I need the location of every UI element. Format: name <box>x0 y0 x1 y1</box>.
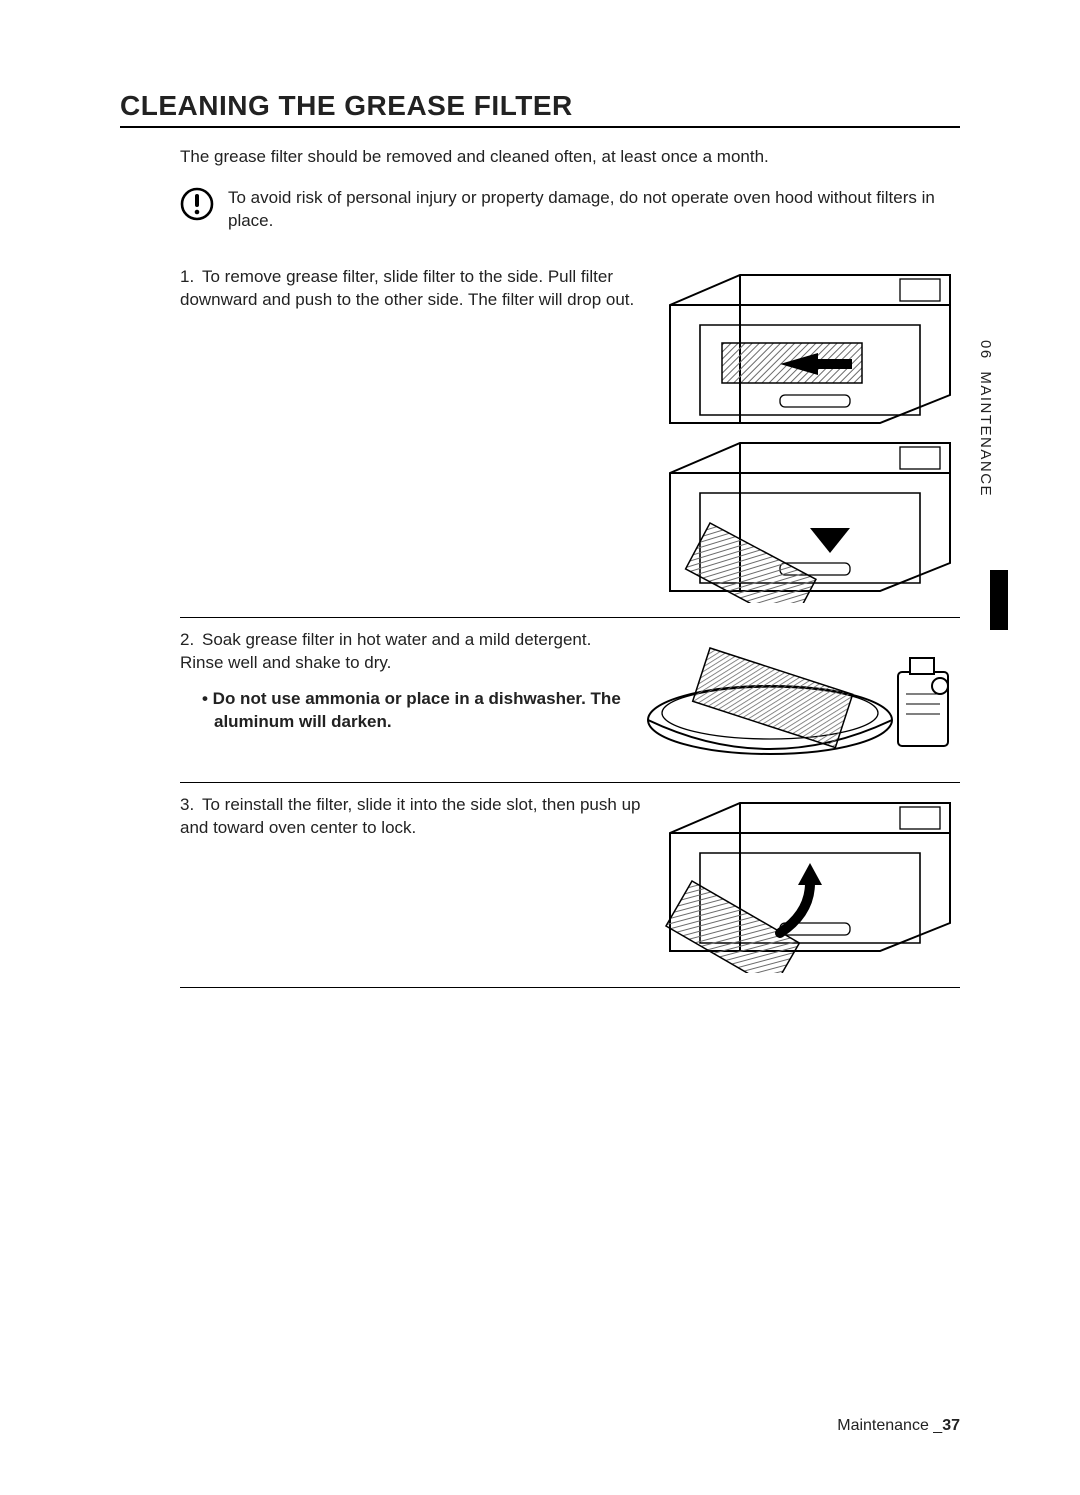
fig-reinstall-icon <box>660 793 960 973</box>
step-3-text: 3.To reinstall the filter, slide it into… <box>180 793 660 840</box>
page-footer: Maintenance _37 <box>837 1417 960 1435</box>
step-2: 2.Soak grease filter in hot water and a … <box>180 618 960 768</box>
step-2-text: 2.Soak grease filter in hot water and a … <box>180 628 640 734</box>
step-3-figure <box>660 793 960 973</box>
footer-section: Maintenance _ <box>837 1417 942 1434</box>
fig-oven-drop-icon <box>660 433 960 603</box>
separator-3 <box>180 987 960 988</box>
manual-page: CLEANING THE GREASE FILTER The grease fi… <box>0 0 1080 1495</box>
caution-icon <box>180 187 214 221</box>
chapter-label: MAINTENANCE <box>977 371 994 497</box>
thumb-index-tab <box>990 570 1008 630</box>
step-2-body: Soak grease filter in hot water and a mi… <box>180 630 591 672</box>
step-2-bullet: • Do not use ammonia or place in a dishw… <box>192 687 622 734</box>
step-1: 1.To remove grease filter, slide filter … <box>180 255 960 603</box>
step-1-body: To remove grease filter, slide filter to… <box>180 267 634 309</box>
step-2-figure <box>640 628 960 768</box>
warning-row: To avoid risk of personal injury or prop… <box>180 187 960 233</box>
page-heading: CLEANING THE GREASE FILTER <box>120 90 960 122</box>
heading-rule <box>120 126 960 128</box>
step-1-text: 1.To remove grease filter, slide filter … <box>180 265 660 312</box>
step-2-num: 2. <box>180 628 202 651</box>
intro-text: The grease filter should be removed and … <box>180 146 960 169</box>
step-3-num: 3. <box>180 793 202 816</box>
fig-soak-icon <box>640 628 960 768</box>
footer-page-number: 37 <box>942 1417 960 1434</box>
step-1-figure <box>660 265 960 603</box>
chapter-tab: 06 MAINTENANCE <box>977 340 994 497</box>
step-3: 3.To reinstall the filter, slide it into… <box>180 783 960 973</box>
step-3-body: To reinstall the filter, slide it into t… <box>180 795 640 837</box>
fig-oven-slide-icon <box>660 265 960 425</box>
chapter-number: 06 <box>977 340 994 360</box>
step-1-num: 1. <box>180 265 202 288</box>
warning-text: To avoid risk of personal injury or prop… <box>228 187 960 233</box>
